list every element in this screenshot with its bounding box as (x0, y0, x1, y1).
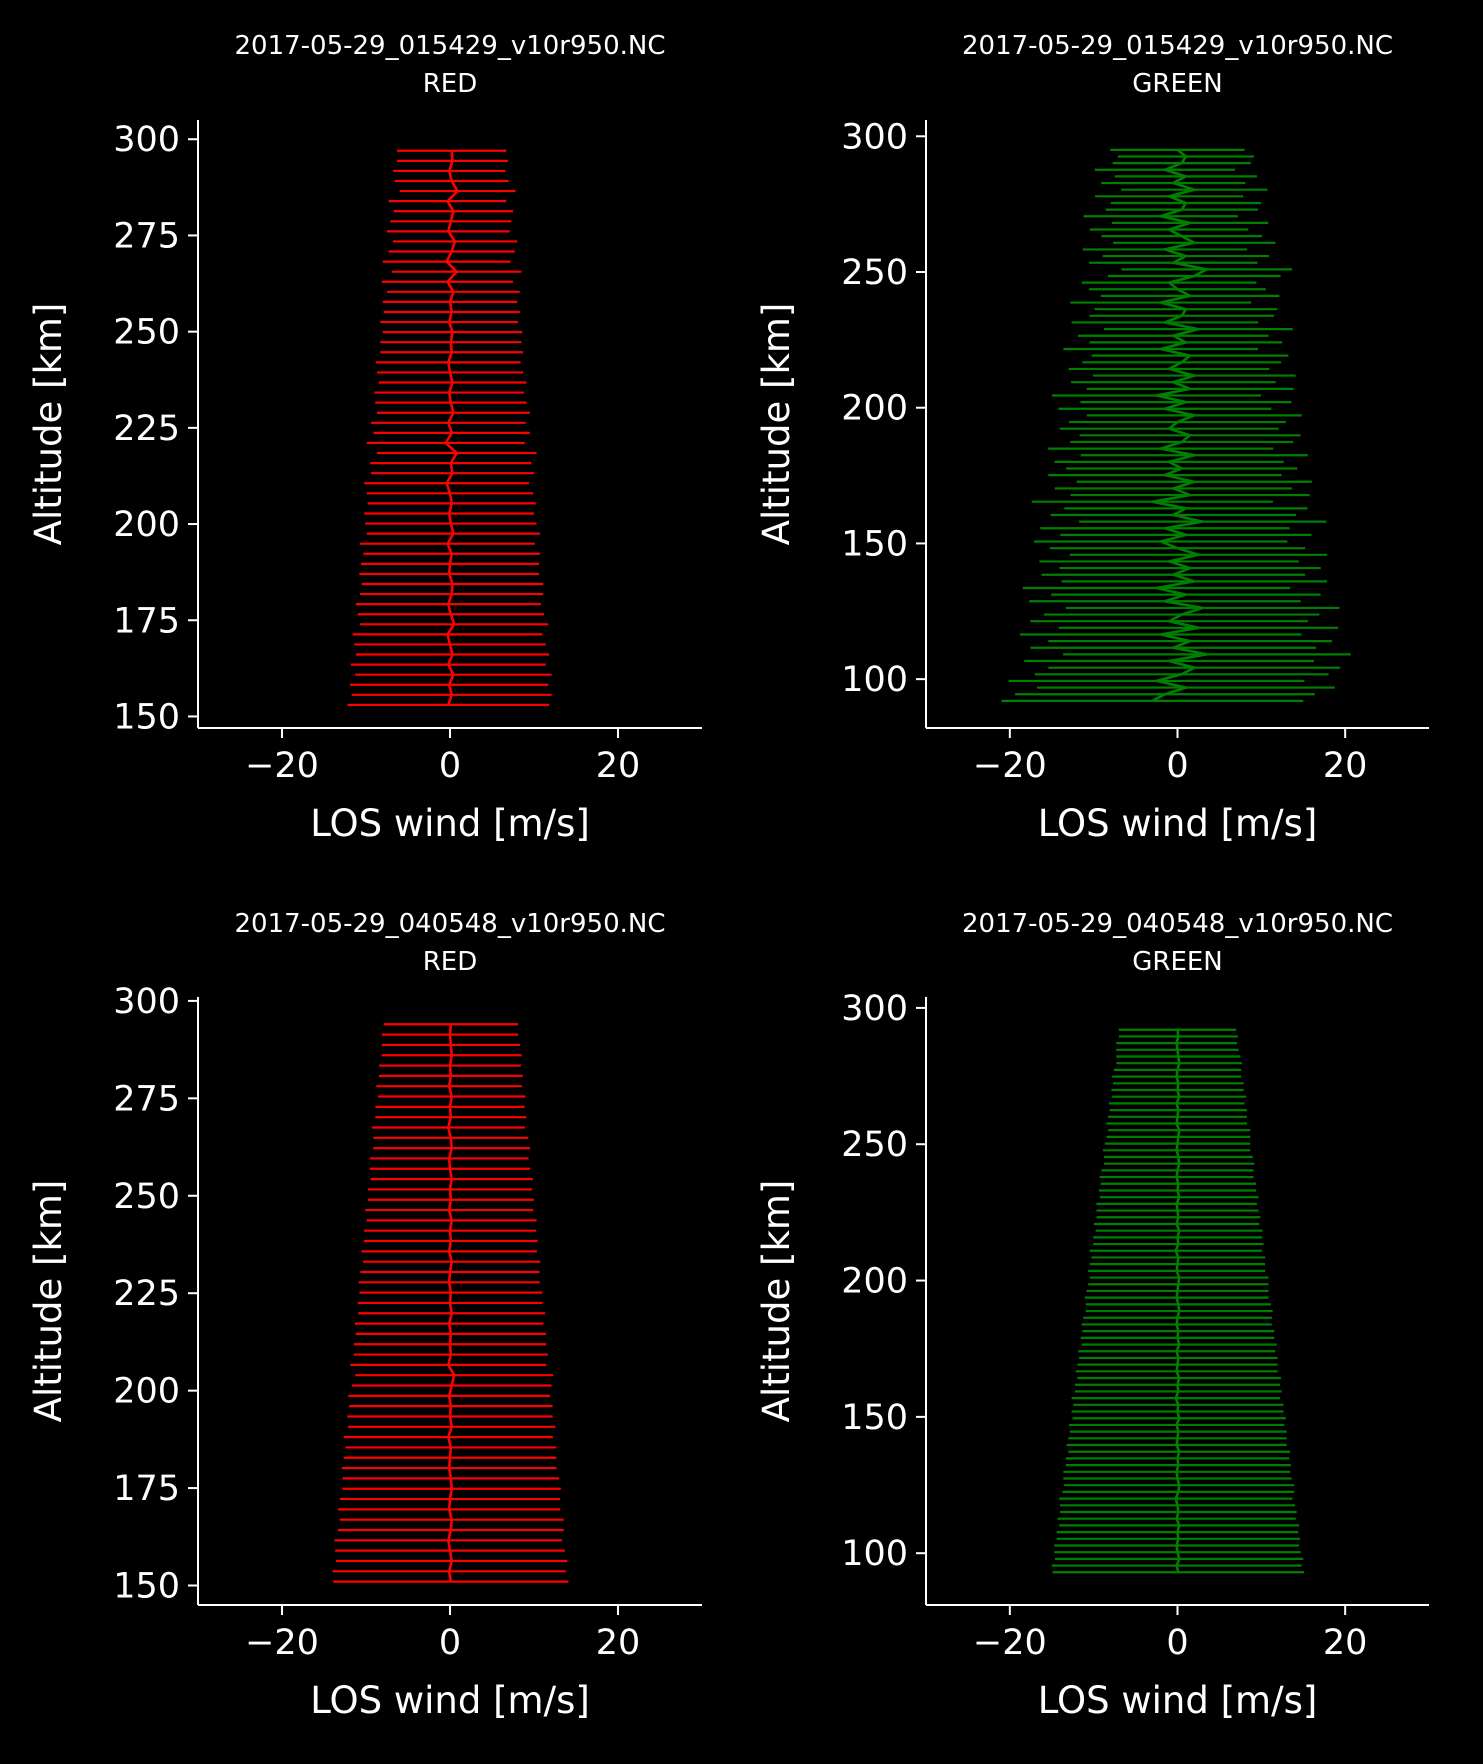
y-tick-label: 175 (113, 1469, 180, 1509)
x-tick-label: −20 (973, 1623, 1047, 1663)
chart-title-line: GREEN (1132, 69, 1223, 99)
y-tick-label: 200 (841, 389, 908, 429)
chart-panel-2: 2017-05-29_015429_v10r950.NC GREEN −20 0 20 1… (755, 31, 1429, 845)
chart-title-line: 2017-05-29_015429_v10r950.NC (234, 31, 665, 61)
y-tick-label: 225 (113, 409, 180, 449)
y-tick-label: 250 (841, 1125, 908, 1165)
y-tick-label: 200 (841, 1262, 908, 1302)
y-tick-label: 100 (841, 660, 908, 700)
x-tick-label: −20 (245, 1623, 319, 1663)
y-tick-label: 200 (113, 505, 180, 545)
wind-profile-line (1174, 1029, 1181, 1573)
chart-panel-4: 2017-05-29_040548_v10r950.NC GREEN −20 0 20 1… (755, 909, 1429, 1722)
x-tick-label: 20 (596, 746, 641, 786)
y-tick-label: 275 (113, 1079, 180, 1119)
chart-title-line: 2017-05-29_040548_v10r950.NC (962, 909, 1393, 939)
x-tick-label: −20 (245, 746, 319, 786)
x-tick-label: 20 (1323, 1623, 1368, 1663)
y-tick-label: 100 (841, 1534, 908, 1574)
x-tick-label: 0 (439, 1623, 461, 1663)
x-axis-label: LOS wind [m/s] (310, 1679, 590, 1722)
y-tick-label: 300 (113, 120, 180, 160)
y-axis-label: Altitude [km] (755, 1180, 798, 1423)
y-tick-label: 150 (841, 524, 908, 564)
x-axis-label: LOS wind [m/s] (1038, 802, 1318, 845)
x-tick-label: 0 (439, 746, 461, 786)
y-tick-label: 175 (113, 601, 180, 641)
chart-title-line: 2017-05-29_040548_v10r950.NC (234, 909, 665, 939)
chart-panel-3: 2017-05-29_040548_v10r950.NC RED −20 0 20 150… (27, 909, 702, 1722)
y-tick-label: 150 (113, 1567, 180, 1607)
y-tick-label: 225 (113, 1274, 180, 1314)
y-axis-label: Altitude [km] (27, 1180, 70, 1423)
y-axis-label: Altitude [km] (27, 303, 70, 546)
y-axis-label: Altitude [km] (755, 303, 798, 546)
wind-profile-line (1151, 148, 1211, 703)
y-tick-label: 300 (841, 989, 908, 1029)
wind-profile-line (446, 1024, 456, 1582)
x-tick-label: 0 (1166, 1623, 1188, 1663)
y-tick-label: 150 (113, 697, 180, 737)
y-tick-label: 275 (113, 216, 180, 256)
y-tick-label: 300 (841, 117, 908, 157)
y-tick-label: 150 (841, 1398, 908, 1438)
x-axis-label: LOS wind [m/s] (310, 802, 590, 845)
chart-title-line: GREEN (1132, 947, 1223, 977)
y-tick-label: 250 (841, 253, 908, 293)
chart-title-line: 2017-05-29_015429_v10r950.NC (962, 31, 1393, 61)
chart-panel-1: 2017-05-29_015429_v10r950.NC RED −20 0 20 150… (27, 31, 702, 845)
wind-profile-line (444, 150, 460, 706)
y-tick-label: 250 (113, 313, 180, 353)
x-tick-label: 0 (1166, 746, 1188, 786)
x-axis-label: LOS wind [m/s] (1038, 1679, 1318, 1722)
chart-title-line: RED (423, 947, 478, 977)
x-tick-label: 20 (596, 1623, 641, 1663)
y-tick-label: 300 (113, 982, 180, 1022)
y-tick-label: 200 (113, 1372, 180, 1412)
x-tick-label: −20 (973, 746, 1047, 786)
chart-title-line: RED (423, 69, 478, 99)
x-tick-label: 20 (1323, 746, 1368, 786)
y-tick-label: 250 (113, 1177, 180, 1217)
